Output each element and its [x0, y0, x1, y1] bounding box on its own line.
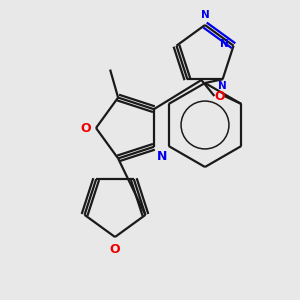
Text: N: N: [218, 81, 227, 91]
Text: N: N: [157, 150, 167, 163]
Text: N: N: [220, 39, 229, 49]
Text: N: N: [201, 10, 209, 20]
Text: O: O: [80, 122, 91, 134]
Text: O: O: [214, 89, 225, 103]
Text: O: O: [110, 243, 120, 256]
